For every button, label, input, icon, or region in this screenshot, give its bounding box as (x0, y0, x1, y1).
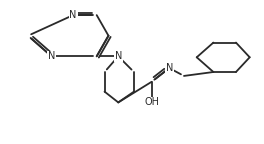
Text: N: N (115, 51, 122, 61)
Text: OH: OH (144, 97, 159, 107)
Text: N: N (69, 10, 77, 20)
Text: N: N (166, 63, 173, 73)
Text: N: N (48, 51, 55, 61)
